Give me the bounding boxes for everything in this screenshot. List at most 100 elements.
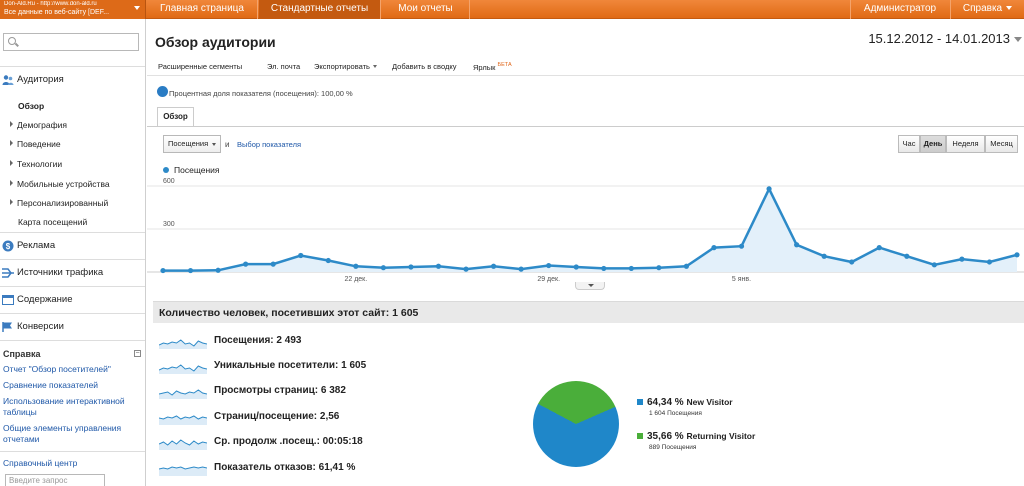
help-link-report-controls[interactable]: Общие элементы управления отчетами (3, 423, 122, 444)
data-point (738, 243, 745, 249)
date-range-picker[interactable]: 15.12.2012 - 14.01.2013 (868, 31, 1010, 46)
chevron-down-icon[interactable] (1014, 37, 1022, 42)
period-hour-button[interactable]: Час (898, 135, 920, 153)
export-button[interactable]: Экспортировать (314, 62, 377, 71)
sidebar-item-label: Мобильные устройства (17, 179, 110, 189)
data-point (601, 265, 607, 272)
advanced-segments-button[interactable]: Расширенные сегменты (158, 62, 243, 71)
flag-icon (2, 322, 12, 332)
shortcut-button[interactable]: Ярлык БЕТА (473, 62, 512, 72)
data-point (298, 252, 304, 259)
sparkline (159, 339, 207, 349)
people-count-header: Количество человек, посетивших этот сайт… (153, 301, 1024, 323)
x-tick-label: 5 янв. (732, 276, 751, 283)
series-area (163, 188, 1017, 272)
sidebar-item-traffic-sources[interactable]: Источники трафика (0, 259, 145, 285)
admin-link[interactable]: Администратор (850, 0, 949, 19)
sidebar-item-audience[interactable]: Аудитория (0, 66, 145, 92)
period-week-button[interactable]: Неделя (946, 135, 985, 153)
x-tick-label: 22 дек. (344, 276, 367, 283)
sidebar-item-technology[interactable]: Технологии (10, 159, 62, 170)
help-menu[interactable]: Справка (950, 0, 1024, 19)
data-point (766, 186, 772, 192)
traffic-sources-icon (2, 268, 14, 278)
data-point (849, 259, 855, 265)
add-to-dashboard-button[interactable]: Добавить в сводку (392, 62, 457, 71)
select-metric-link[interactable]: Выбор показателя (237, 140, 302, 149)
sidebar-item-overview[interactable]: Обзор (18, 101, 45, 111)
help-link-compare-metrics[interactable]: Сравнение показателей (3, 380, 99, 390)
svg-text:$: $ (6, 242, 11, 251)
data-point (160, 267, 166, 274)
data-point (573, 264, 579, 270)
sidebar-item-label: Поведение (17, 139, 61, 149)
sidebar-item-visitors-flow[interactable]: Карта посещений (18, 217, 88, 227)
sidebar-item-conversions[interactable]: Конверсии (0, 313, 145, 339)
sidebar-item-label: Реклама (17, 240, 56, 251)
y-tick-label: 600 (163, 178, 175, 185)
tab-home[interactable]: Главная страница (147, 0, 258, 19)
collapse-toggle[interactable]: − (134, 350, 141, 357)
export-label: Экспортировать (314, 62, 370, 71)
account-selector[interactable]: Don-Ald.Ru - http://www.don-ald.ru Все д… (0, 0, 146, 19)
data-point (380, 265, 386, 271)
data-point (435, 263, 442, 269)
stat-value: Уникальные посетители: 1 605 (214, 360, 367, 371)
help-link-interactive-table[interactable]: Использование интерактивной таблицы (3, 396, 125, 417)
legend-percent: 35,66 % Returning Visitor (647, 431, 755, 442)
divider (0, 340, 145, 341)
content-icon (2, 295, 14, 305)
sparkline (159, 389, 207, 399)
beta-badge: БЕТА (497, 62, 512, 68)
dollar-icon: $ (2, 240, 14, 252)
sidebar-item-behavior[interactable]: Поведение (10, 139, 61, 150)
data-point (1014, 252, 1020, 258)
data-point (628, 265, 634, 272)
sidebar-item-label: Источники трафика (17, 267, 104, 278)
legend-swatch (637, 399, 643, 405)
sidebar-item-advertising[interactable]: $ Реклама (0, 232, 145, 258)
sidebar-item-label: Технологии (17, 159, 63, 169)
sidebar-item-custom[interactable]: Персонализированный (10, 198, 108, 209)
help-center-link[interactable]: Справочный центр (3, 458, 78, 468)
legend-percent: 64,34 % New Visitor (647, 397, 733, 408)
legend-swatch (637, 433, 643, 439)
search-input[interactable] (3, 33, 139, 51)
visitor-type-pie-chart[interactable] (533, 381, 619, 467)
sidebar-item-label: Содержание (17, 294, 73, 305)
chevron-down-icon (212, 143, 216, 146)
data-point (518, 266, 524, 272)
email-button[interactable]: Эл. почта (267, 62, 301, 71)
metric-select[interactable]: Посещения (163, 135, 221, 153)
help-link-visitors-overview[interactable]: Отчет "Обзор посетителей" (3, 364, 111, 374)
stat-value: Страниц/посещение: 2,56 (214, 411, 340, 422)
divider (147, 75, 1024, 76)
sidebar-item-mobile[interactable]: Мобильные устройства (10, 179, 110, 190)
data-point (711, 245, 717, 251)
sidebar-item-content[interactable]: Содержание (0, 286, 145, 312)
tab-my-reports[interactable]: Мои отчеты (382, 0, 470, 19)
sidebar-item-demographics[interactable]: Демография (10, 120, 67, 131)
help-label: Справка (962, 3, 1003, 14)
tab-standard-reports[interactable]: Стандартные отчеты (259, 0, 381, 19)
search-icon (8, 37, 16, 45)
help-search-input[interactable]: Введите запрос (5, 474, 105, 486)
sparkline (159, 415, 207, 425)
sidebar-item-label: Персонализированный (17, 198, 109, 208)
visits-chart[interactable]: 300 600 22 дек. 29 дек. 5 янв. (147, 178, 1024, 291)
chart-collapse-handle[interactable] (575, 282, 605, 290)
shortcut-label: Ярлык (473, 63, 496, 72)
chevron-right-icon (10, 180, 13, 186)
period-day-button[interactable]: День (920, 135, 946, 153)
period-month-button[interactable]: Месяц (985, 135, 1018, 153)
data-point (876, 245, 882, 251)
page-title: Обзор аудитории (155, 34, 276, 50)
chevron-down-icon (372, 65, 377, 68)
legend-count: 1 604 Посещения (649, 410, 702, 417)
x-tick-label: 29 дек. (537, 276, 560, 283)
y-tick-label: 300 (163, 221, 175, 228)
tab-overview[interactable]: Обзор (157, 107, 194, 127)
data-point (931, 262, 937, 268)
data-point (959, 256, 965, 262)
